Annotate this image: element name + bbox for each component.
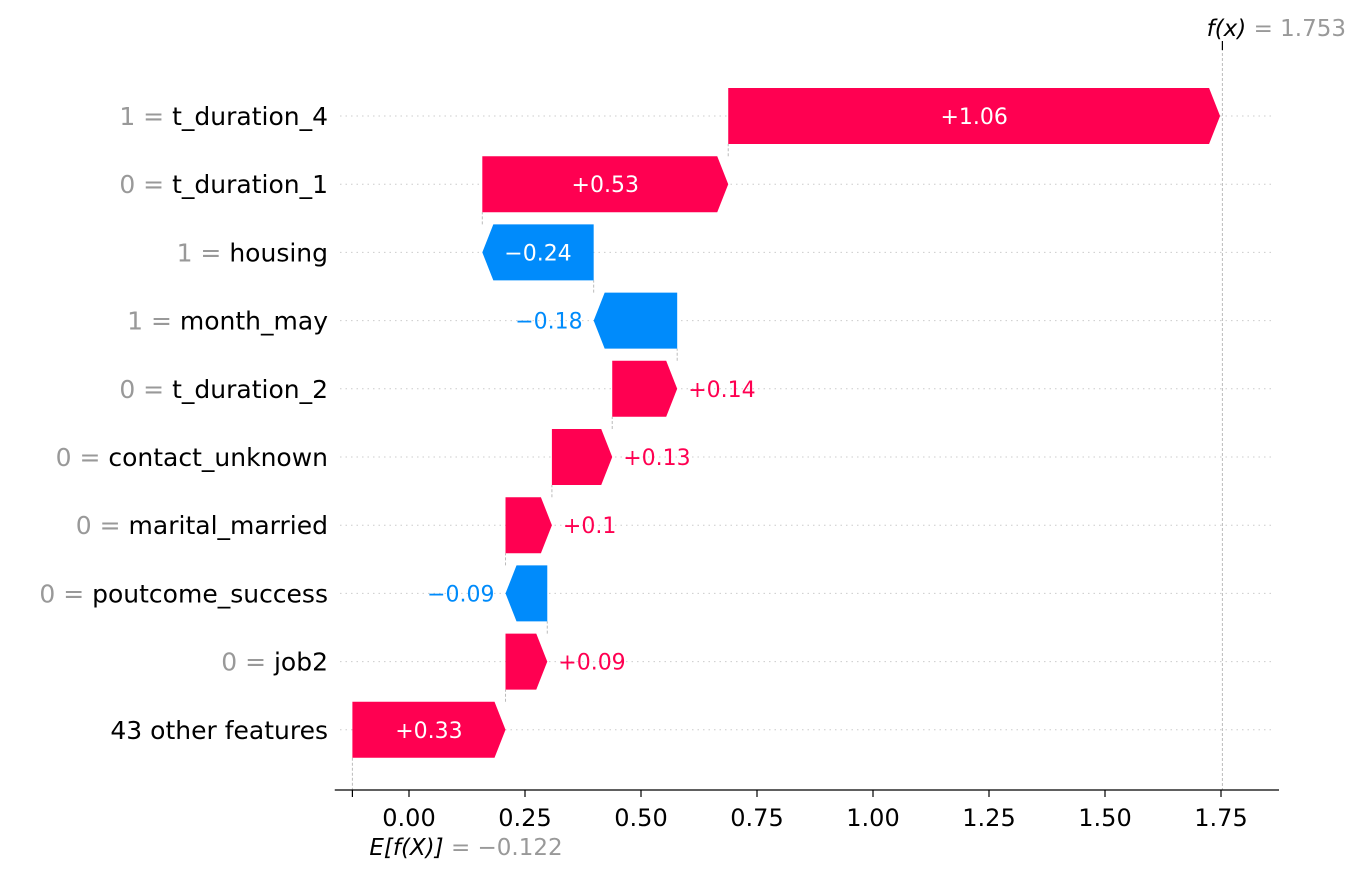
feature-name: t_duration_4 xyxy=(172,102,328,131)
bar-poutcome-success xyxy=(505,565,548,622)
contribution-label: +0.33 xyxy=(395,719,462,744)
contribution-label: −0.24 xyxy=(504,241,571,266)
feature-value: 1 = xyxy=(177,238,230,267)
contribution-label: −0.09 xyxy=(427,582,494,607)
feature-name: poutcome_success xyxy=(92,579,328,608)
x-tick-label: 1.25 xyxy=(962,804,1015,832)
feature-name: month_may xyxy=(180,307,328,336)
feature-label: 0 = job2 xyxy=(221,648,328,677)
bar-housing xyxy=(482,224,594,281)
contribution-label: +0.09 xyxy=(558,651,625,676)
contribution-label: +0.1 xyxy=(563,514,616,539)
base-value-label: E[f(X)] = −0.122 xyxy=(369,835,562,861)
bar-job2 xyxy=(505,633,548,690)
bar-t-duration-4 xyxy=(728,88,1221,144)
x-tick-label: 0.25 xyxy=(498,804,551,832)
feature-label: 1 = housing xyxy=(177,238,328,267)
x-tick-label: 0.00 xyxy=(382,804,435,832)
contribution-label: +0.13 xyxy=(623,446,690,471)
feature-name: marital_married xyxy=(129,511,328,540)
feature-label: 0 = t_duration_2 xyxy=(119,375,328,404)
feature-label: 0 = contact_unknown xyxy=(56,443,328,472)
feature-label: 0 = marital_married xyxy=(76,511,328,540)
contribution-label: +0.14 xyxy=(688,378,755,403)
bar-contact-unknown xyxy=(551,429,613,485)
base-value-number: = −0.122 xyxy=(451,835,563,861)
contribution-label: +1.06 xyxy=(940,105,1007,130)
bar-marital-married xyxy=(505,497,552,554)
x-tick-label: 0.50 xyxy=(614,804,667,832)
feature-name: t_duration_1 xyxy=(172,170,328,199)
feature-label: 43 other features xyxy=(110,716,328,745)
bar-month-may xyxy=(593,292,678,349)
contribution-label: −0.18 xyxy=(515,310,582,335)
x-tick-label: 0.75 xyxy=(730,804,783,832)
feature-value: 0 = xyxy=(119,375,172,404)
feature-label: 0 = poutcome_success xyxy=(39,579,328,608)
feature-name: 43 other features xyxy=(110,716,328,745)
output-value-label: f(x) = 1.753 xyxy=(1207,16,1346,42)
feature-label: 0 = t_duration_1 xyxy=(119,170,328,199)
x-tick-label: 1.75 xyxy=(1194,804,1247,832)
base-value-name: E[f(X)] xyxy=(369,835,451,861)
feature-label: 1 = month_may xyxy=(127,307,328,336)
feature-value: 1 = xyxy=(127,307,180,336)
feature-value: 0 = xyxy=(76,511,129,540)
feature-value: 0 = xyxy=(39,579,92,608)
bar-43-other-features xyxy=(352,701,506,758)
feature-name: job2 xyxy=(273,648,328,677)
x-tick-label: 1.50 xyxy=(1078,804,1131,832)
contribution-label: +0.53 xyxy=(572,173,639,198)
feature-value: 1 = xyxy=(119,102,172,131)
feature-name: housing xyxy=(229,238,328,267)
output-value-name: f(x) xyxy=(1207,16,1254,42)
feature-label: 1 = t_duration_4 xyxy=(119,102,328,131)
bar-t-duration-2 xyxy=(612,360,678,417)
feature-value: 0 = xyxy=(56,443,109,472)
output-value-number: = 1.753 xyxy=(1254,16,1346,42)
feature-value: 0 = xyxy=(119,170,172,199)
x-tick-label: 1.00 xyxy=(846,804,899,832)
feature-value: 0 = xyxy=(221,648,274,677)
feature-name: contact_unknown xyxy=(108,443,328,472)
feature-name: t_duration_2 xyxy=(172,375,328,404)
bar-t-duration-1 xyxy=(482,156,729,213)
